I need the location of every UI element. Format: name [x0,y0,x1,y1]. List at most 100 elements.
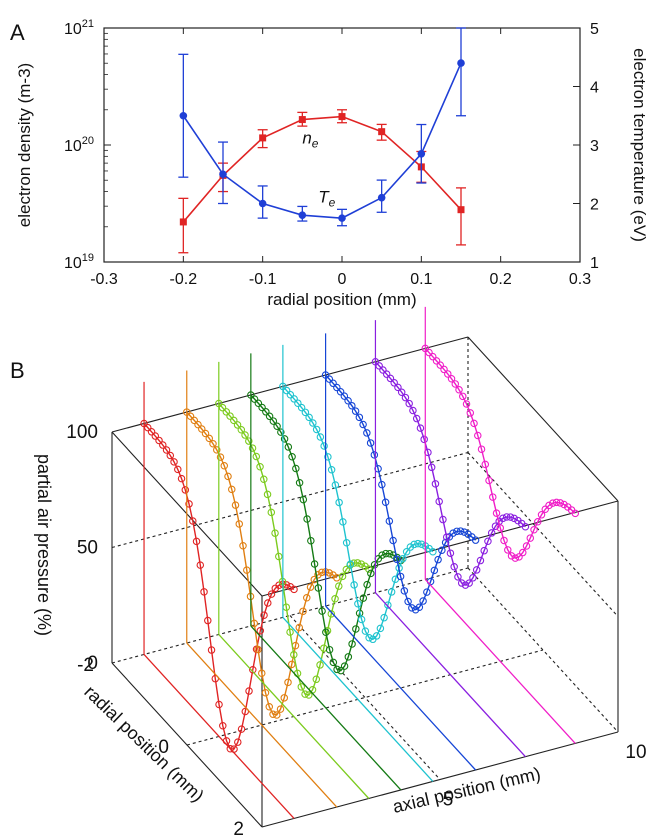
curve-marker [429,352,437,361]
curve-marker [140,419,148,428]
curve-marker [290,395,298,403]
data-point [338,214,346,222]
curve-marker [465,579,473,587]
curve-marker [144,423,152,432]
curve-marker [521,523,530,531]
curve-marker [469,574,477,582]
curve-marker [474,431,482,440]
y2-tick-label: 2 [590,197,599,214]
box-edge [111,662,263,828]
curve-marker [314,571,322,579]
curve-marker [487,529,496,537]
curve-marker [147,428,156,436]
curve-marker [213,446,221,454]
curve-marker [510,514,518,523]
curve-line [424,347,576,559]
curve-marker [335,582,343,590]
curve-marker [155,436,163,445]
curve-marker [294,399,302,407]
series-annotation: Te [318,188,335,210]
curve-marker [462,400,471,408]
curve-marker [385,549,394,558]
curve-marker [337,666,345,675]
curve-marker [204,616,212,625]
curve-marker [420,435,428,444]
curve-marker [189,517,197,525]
curve-marker [506,513,515,521]
curve-marker [438,546,446,554]
x-tick-label: -0.1 [249,271,277,288]
curve-marker [491,522,500,530]
curve-marker [322,628,330,636]
curve-marker [472,566,481,574]
curve-marker [295,479,304,487]
curve-marker [243,566,251,574]
curve-marker [271,529,279,537]
curve-marker [233,421,242,429]
axial-tick-label: 10 [625,742,646,763]
curve-marker [400,587,409,595]
curve-marker [327,466,336,474]
curve-marker [258,669,266,677]
curve-marker [359,420,367,429]
panel-b-z-axis-label: partial air pressure (%) [34,454,54,636]
curve-marker [237,426,246,434]
curve-marker [380,613,388,622]
curve-marker [295,623,304,632]
curve-marker [280,435,289,443]
y2-tick-label: 5 [590,21,599,38]
curve-marker [250,395,259,403]
y2-tick-label: 4 [590,80,599,97]
curve-marker [185,500,193,508]
curve-marker [441,538,450,547]
curve-marker [325,645,334,654]
curve-marker [312,425,321,434]
curve-marker [286,628,294,636]
curve-marker [455,385,463,394]
curve-marker [375,362,383,370]
curve-marker [284,678,292,687]
curve-marker [306,583,315,591]
curve-marker [320,442,328,450]
curve-marker [222,737,231,745]
curve-marker [381,498,390,507]
data-point [378,128,386,136]
data-point [219,170,227,179]
radial-tick-label: 2 [233,819,244,837]
curve-marker [365,634,373,642]
curve-marker [552,498,561,507]
curve-marker [541,505,550,514]
curve-marker [461,581,470,589]
curve-marker [530,525,538,534]
curve-marker [258,403,266,412]
curve-marker [442,533,451,541]
panel-a-x-axis-label: radial position (mm) [267,290,416,309]
box-guide [467,452,619,617]
curve-marker [485,476,493,485]
curve-marker [192,537,201,546]
curve-marker [248,444,257,452]
curve-marker [269,710,277,718]
data-point [179,111,188,120]
curve-marker [344,397,352,405]
curve-marker [351,407,360,415]
curve-marker [256,627,265,635]
curve-marker [282,386,291,395]
curve-marker [245,687,253,695]
floor-trace [325,605,477,771]
curve-marker [378,551,386,559]
curve-marker [499,514,507,523]
panel-a-y2-axis-label: electron temperature (eV) [630,48,649,242]
curve-marker [235,520,244,528]
curve-marker [389,536,397,545]
curve-marker [366,439,375,447]
curve-marker [560,500,568,509]
curve-marker [239,541,247,550]
curve-marker [440,365,448,374]
curve-marker [196,561,205,569]
curve-marker [181,486,190,494]
curve-marker [545,501,553,510]
z-tick-label: 0 [87,653,98,674]
curve-marker [361,627,370,635]
box-guide [186,649,544,746]
